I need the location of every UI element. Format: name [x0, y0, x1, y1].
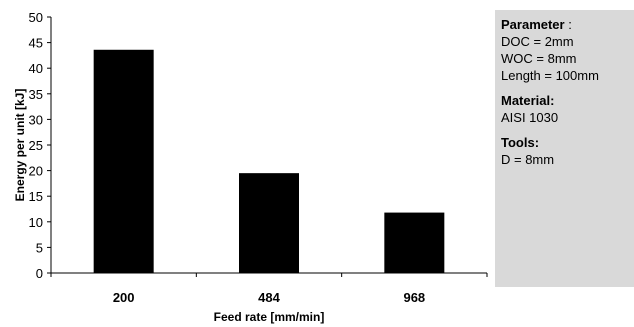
x-tick-label: 200: [113, 290, 135, 305]
x-tick-label: 968: [403, 290, 425, 305]
tools-heading: Tools:: [501, 135, 540, 150]
bar-200: [93, 49, 154, 273]
y-tick-label: 35: [29, 87, 43, 102]
parameter-length: Length = 100mm: [501, 68, 599, 83]
tools-value: D = 8mm: [501, 152, 555, 167]
y-tick-label: 10: [29, 215, 43, 230]
y-tick-label: 50: [29, 10, 43, 25]
parameter-panel: Parameter : DOC = 2mm WOC = 8mm Length =…: [495, 10, 634, 287]
x-axis-ticks: 200 484 968: [50, 273, 488, 305]
y-tick-label: 30: [29, 112, 43, 127]
bar-968: [384, 212, 445, 273]
y-tick-label: 0: [36, 266, 43, 281]
y-tick-label: 25: [29, 138, 43, 153]
tools-section: Tools: D = 8mm: [501, 134, 628, 168]
parameter-doc: DOC = 2mm: [501, 34, 574, 49]
y-axis-ticks: 0 5 10 15 20 25 30 35 40 45 50: [29, 10, 51, 281]
parameter-woc: WOC = 8mm: [501, 51, 577, 66]
parameter-heading-suffix: :: [564, 17, 572, 32]
x-axis-title: Feed rate [mm/min]: [214, 310, 325, 324]
y-tick-label: 45: [29, 36, 43, 51]
parameter-heading-line: Parameter :: [501, 16, 628, 33]
y-tick-label: 20: [29, 164, 43, 179]
parameter-section: Parameter : DOC = 2mm WOC = 8mm Length =…: [501, 16, 628, 84]
parameter-heading: Parameter: [501, 17, 565, 32]
bar-484: [239, 173, 299, 273]
material-section: Material: AISI 1030: [501, 92, 628, 126]
y-tick-label: 15: [29, 189, 43, 204]
y-axis-title: Energy per unit [kJ]: [13, 89, 27, 202]
bars: [93, 49, 445, 273]
y-tick-label: 40: [29, 61, 43, 76]
y-tick-label: 5: [36, 240, 43, 255]
material-heading: Material:: [501, 93, 555, 108]
material-value: AISI 1030: [501, 110, 559, 125]
x-tick-label: 484: [258, 290, 280, 305]
bar-chart: 0 5 10 15 20 25 30 35 40 45 50 200 484 968 Feed rate…: [13, 10, 488, 324]
